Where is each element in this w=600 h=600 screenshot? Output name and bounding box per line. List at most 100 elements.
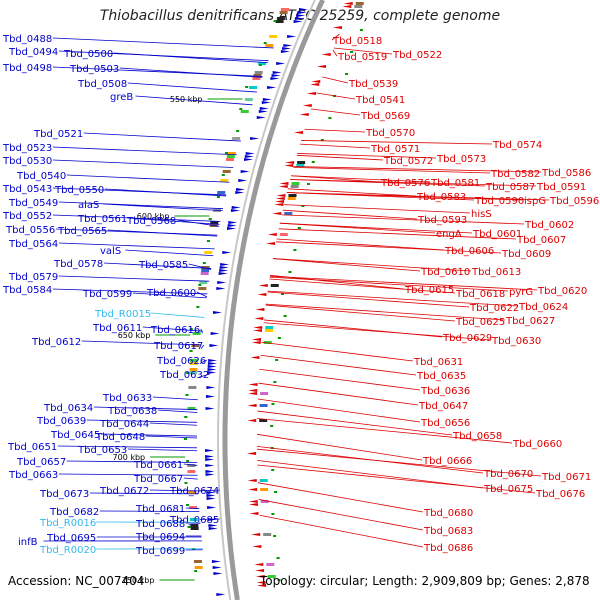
right-leader-line	[269, 275, 538, 291]
cog-block	[354, 5, 363, 8]
right-gene-label: Tbd_0666	[422, 456, 472, 467]
left-gene-label: Tbd_0521	[33, 129, 83, 140]
cog-block	[189, 506, 198, 509]
forward-gene-arrow	[294, 17, 304, 20]
left-gene-label: Tbd_0579	[8, 272, 58, 283]
reverse-gene-arrow	[251, 533, 261, 536]
genome-ring	[222, 0, 325, 600]
forward-gene-arrow	[208, 527, 218, 530]
reverse-gene-arrow	[252, 338, 262, 341]
left-gene-label: Tbd_0568	[126, 216, 176, 227]
kbp-tick-label: 600 kbp	[137, 212, 170, 221]
left-leader-line	[58, 201, 224, 210]
forward-gene-arrow	[220, 263, 230, 266]
left-gene-label: Tbd_0565	[57, 226, 107, 237]
left-gene-label: Tbd_0634	[43, 403, 93, 414]
forward-gene-arrow	[213, 311, 223, 314]
forward-gene-arrow	[212, 566, 222, 569]
track-dot	[320, 139, 324, 141]
track-dot	[350, 51, 354, 53]
left-gene-label: Tbd_0523	[2, 143, 52, 154]
right-leader-line	[290, 179, 537, 187]
reverse-gene-arrow	[342, 5, 352, 8]
cog-block	[199, 281, 208, 284]
reverse-gene-arrow	[252, 545, 262, 548]
forward-gene-arrow	[240, 170, 250, 173]
right-leader-line	[269, 278, 456, 294]
cog-block	[226, 155, 235, 158]
track-dot	[301, 205, 305, 207]
cog-block	[279, 11, 288, 14]
left-gene-label: Tbd_0633	[102, 393, 152, 404]
cog-block	[269, 35, 278, 38]
cog-block	[279, 233, 288, 236]
left-leader-line	[93, 406, 198, 410]
track-dot	[288, 271, 292, 273]
right-gene-label: Tbd_0630	[491, 336, 541, 347]
left-leader-line	[58, 242, 215, 250]
right-leader-line	[272, 258, 421, 272]
cog-block	[188, 386, 197, 389]
forward-gene-arrow	[205, 464, 215, 467]
left-leader-line	[66, 460, 198, 463]
cog-block	[266, 563, 275, 566]
cog-block	[355, 2, 364, 5]
right-leader-line	[332, 49, 338, 57]
left-gene-label: Tbd_0543	[2, 184, 52, 195]
cog-block	[296, 164, 305, 167]
cog-block	[254, 71, 263, 74]
right-gene-label: Tbd_0609	[501, 249, 551, 260]
right-leader-line	[281, 214, 525, 225]
left-gene-label: Tbd_R0020	[39, 545, 96, 556]
forward-gene-arrow	[207, 362, 217, 365]
forward-gene-arrow	[231, 206, 241, 209]
left-gene-label: Tbd_0556	[5, 225, 55, 236]
left-leader-line	[185, 507, 200, 509]
reverse-gene-arrow	[321, 53, 331, 56]
left-gene-label: Tbd_0616	[150, 325, 200, 336]
left-gene-label: Tbd_0552	[2, 211, 52, 222]
left-leader-line	[52, 146, 237, 156]
left-gene-label: Tbd_0632	[159, 370, 209, 381]
left-leader-line	[132, 292, 207, 299]
right-gene-label: Tbd_0625	[455, 317, 505, 328]
right-leader-line	[258, 499, 424, 531]
forward-gene-arrow	[256, 116, 266, 119]
left-gene-label: Tbd_0672	[99, 486, 149, 497]
right-gene-label: Tbd_0590	[474, 196, 524, 207]
left-gene-label: Tbd_0653	[77, 445, 127, 456]
right-gene-label: Tbd_0680	[423, 508, 473, 519]
track-dot	[273, 20, 277, 22]
track-dot	[224, 152, 228, 154]
right-leader-line	[299, 143, 371, 149]
cog-block	[263, 533, 272, 536]
right-leader-line	[257, 482, 424, 513]
left-gene-label: Tbd_0550	[54, 185, 104, 196]
right-leader-line	[291, 175, 431, 183]
reverse-gene-arrow	[248, 389, 258, 392]
cog-block	[189, 362, 198, 365]
right-leader-line	[276, 241, 502, 254]
track-dot	[306, 183, 310, 185]
cog-block	[232, 137, 241, 140]
right-leader-line	[272, 258, 472, 272]
reverse-gene-arrow	[252, 329, 262, 332]
left-gene-label: Tbd_0682	[49, 507, 99, 518]
right-gene-label: Tbd_0658	[452, 431, 502, 442]
track-dot	[184, 416, 188, 418]
forward-gene-arrow	[208, 359, 218, 362]
cog-block	[222, 170, 231, 173]
right-leader-line	[296, 154, 384, 161]
left-leader-line	[176, 219, 220, 227]
reverse-gene-arrow	[255, 569, 265, 572]
left-leader-line	[58, 275, 210, 282]
cog-block	[249, 86, 258, 89]
left-gene-label: Tbd_0561	[77, 214, 127, 225]
left-leader-line	[157, 409, 198, 413]
left-gene-label: Tbd_0626	[156, 356, 206, 367]
reverse-gene-arrow	[285, 161, 295, 164]
right-gene-label: Tbd_0569	[360, 111, 410, 122]
forward-gene-arrow	[258, 110, 268, 113]
left-leader-line	[52, 159, 234, 168]
cog-block	[258, 62, 267, 65]
